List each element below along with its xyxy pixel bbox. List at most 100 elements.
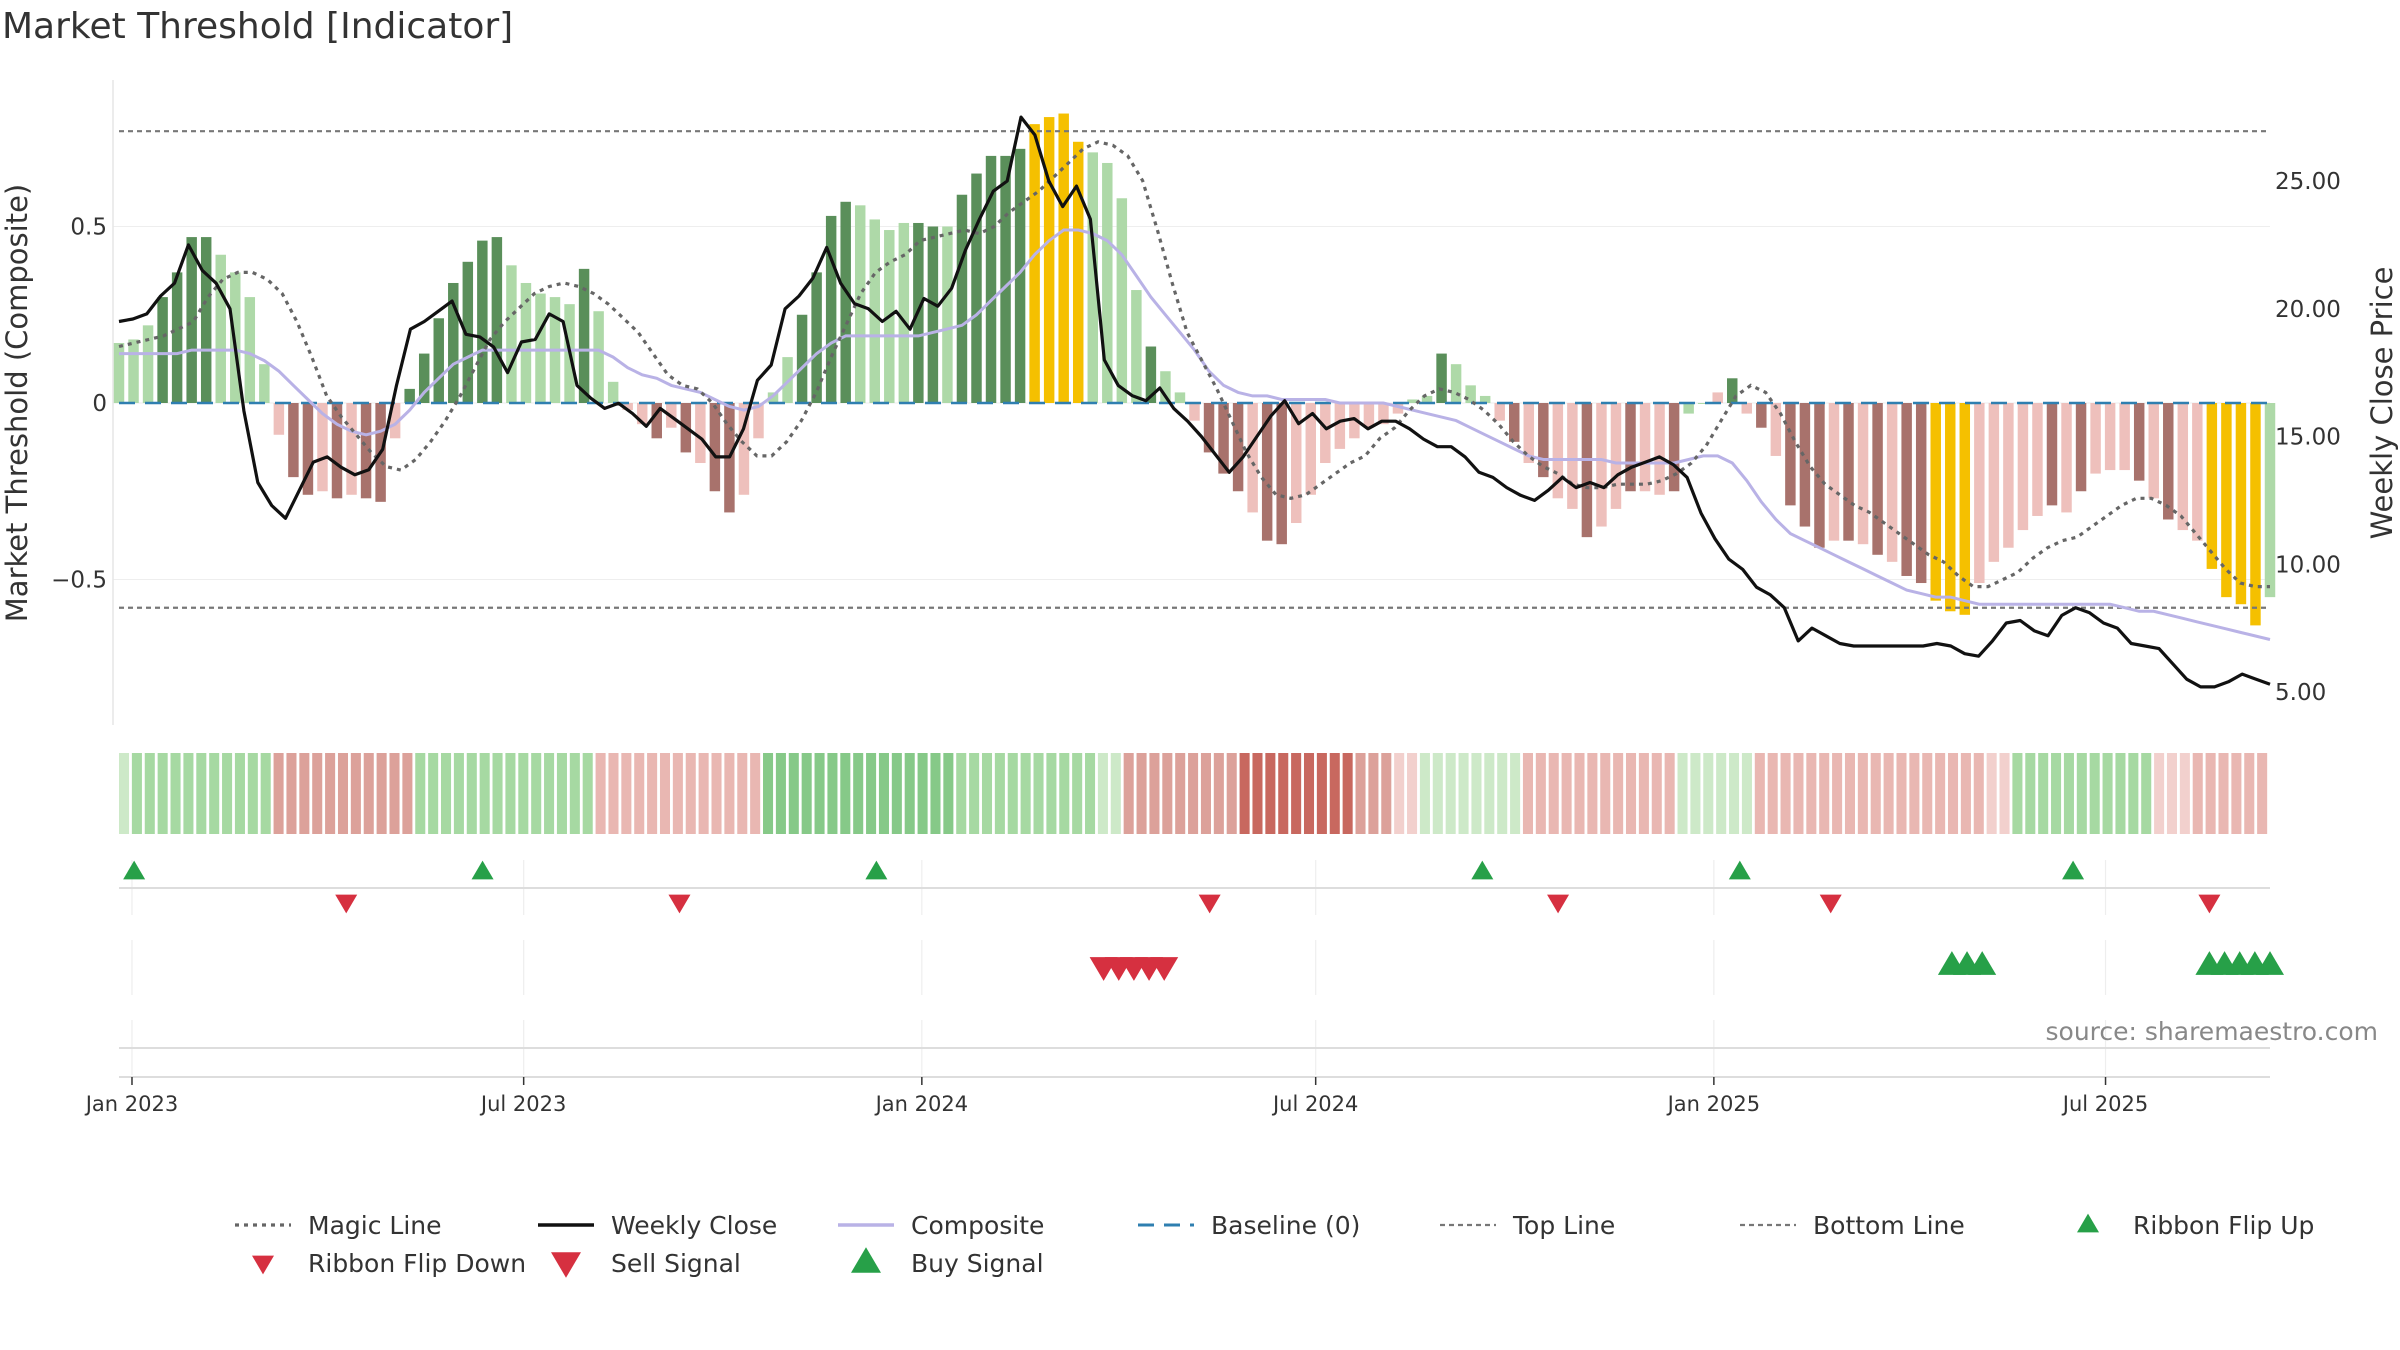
ribbon-cell (492, 753, 503, 834)
composite-bar (2235, 403, 2247, 605)
ribbon-cell (1033, 753, 1044, 834)
ribbon-cell (170, 753, 181, 834)
ribbon-cell (415, 753, 426, 834)
composite-bar (1160, 371, 1171, 403)
ribbon-cell (582, 753, 593, 834)
ribbon-cell (1226, 753, 1237, 834)
ribbon-cell (222, 753, 233, 834)
legend-swatch (851, 1247, 881, 1273)
legend-item: Ribbon Flip Up (2077, 1211, 2314, 1240)
composite-bar (273, 403, 285, 435)
legend-label: Top Line (1512, 1211, 1615, 1240)
ribbon-cell (1690, 753, 1701, 834)
source-note: source: sharemaestro.com (2046, 1017, 2379, 1046)
ribbon-cell (737, 753, 748, 834)
ribbon-cell (1110, 753, 1121, 834)
composite-bar (520, 282, 532, 403)
ribbon-cell (1716, 753, 1727, 834)
composite-bar (1465, 385, 1476, 403)
ribbon-flip-up-marker (471, 860, 494, 880)
ribbon-cell (788, 753, 799, 834)
magic-line (118, 140, 2270, 589)
composite-bar (1392, 403, 1404, 414)
legend-label: Bottom Line (1813, 1211, 1965, 1240)
ribbon-cell (1432, 753, 1443, 834)
composite-bar (1174, 392, 1186, 403)
ribbon-cell (2257, 753, 2268, 834)
composite-bar (331, 403, 343, 499)
ribbon-flip-down-marker (335, 894, 358, 914)
ribbon-cell (2076, 753, 2087, 834)
composite-bar (942, 226, 953, 403)
ribbon-cell (1922, 753, 1933, 834)
composite-bar (389, 403, 401, 439)
ribbon-cell (1767, 753, 1778, 834)
composite-bar (506, 265, 517, 403)
composite-bar (738, 403, 750, 495)
composite-bar (1581, 403, 1593, 538)
composite-bar (433, 318, 444, 403)
ribbon-cell (1407, 753, 1418, 834)
ribbon-cell (247, 753, 258, 834)
date-tick-label: Jul 2024 (1271, 1092, 1358, 1116)
ribbon-cell (1419, 753, 1430, 834)
ribbon-cell (1935, 753, 1946, 834)
legend-item: Composite (838, 1211, 1044, 1240)
ribbon-cell (994, 753, 1005, 834)
ribbon-cell (1123, 753, 1134, 834)
ribbon-cell (1561, 753, 1572, 834)
legend-item: Bottom Line (1740, 1211, 1965, 1240)
composite-bar (113, 342, 125, 403)
composite-bar (317, 403, 328, 492)
ribbon-cell (621, 753, 632, 834)
composite-bar (1145, 346, 1157, 403)
composite-bar (448, 282, 459, 403)
composite-bar (607, 381, 619, 403)
legend-label: Composite (911, 1211, 1044, 1240)
legend-label: Ribbon Flip Down (308, 1249, 526, 1278)
composite-bar (2250, 403, 2261, 626)
ribbon-cell (1175, 753, 1186, 834)
left-tick-label: 0.5 (70, 215, 107, 241)
ribbon-cell (2244, 753, 2255, 834)
composite-bar (186, 237, 197, 403)
composite-bar (1988, 403, 2000, 562)
ribbon-cell (930, 753, 941, 834)
composite-bar (927, 226, 939, 403)
ribbon-flip-down-marker (1819, 894, 1842, 914)
composite-bar (2119, 403, 2130, 471)
composite-bar (651, 403, 662, 439)
composite-bar (1945, 403, 1956, 612)
ribbon-flip-down-marker (2198, 894, 2221, 914)
composite-bar (491, 237, 503, 403)
composite-bar (2075, 403, 2087, 492)
left-tick-label: −0.5 (51, 568, 107, 594)
ribbon-cell (981, 753, 993, 834)
ribbon-cell (531, 753, 542, 834)
composite-bar (1058, 113, 1069, 403)
ribbon-cell (1909, 753, 1920, 834)
ribbon-cell (183, 753, 194, 834)
composite-bar (462, 261, 474, 403)
composite-bar (1741, 403, 1753, 414)
composite-bar (695, 403, 706, 464)
sell-signal-marker (1150, 957, 1179, 981)
ribbon-cell (1535, 753, 1546, 834)
ribbon-cell (1097, 753, 1108, 834)
ribbon-cell (698, 753, 709, 834)
composite-bar (1596, 403, 1607, 527)
ribbon-cell (1291, 753, 1302, 834)
ribbon-cell (2141, 753, 2152, 834)
ribbon-cell (286, 753, 297, 834)
ribbon-cell (1085, 753, 1096, 834)
ribbon-cell (1664, 753, 1675, 834)
ribbon-cell (659, 753, 671, 834)
right-tick-label: 15.00 (2275, 425, 2341, 451)
composite-bar (869, 219, 880, 403)
ribbon-cell (569, 753, 580, 834)
composite-bar (128, 339, 139, 403)
composite-bar (244, 297, 256, 403)
ribbon-cell (878, 753, 889, 834)
ribbon-cell (2231, 753, 2242, 834)
ribbon-cell (466, 753, 477, 834)
